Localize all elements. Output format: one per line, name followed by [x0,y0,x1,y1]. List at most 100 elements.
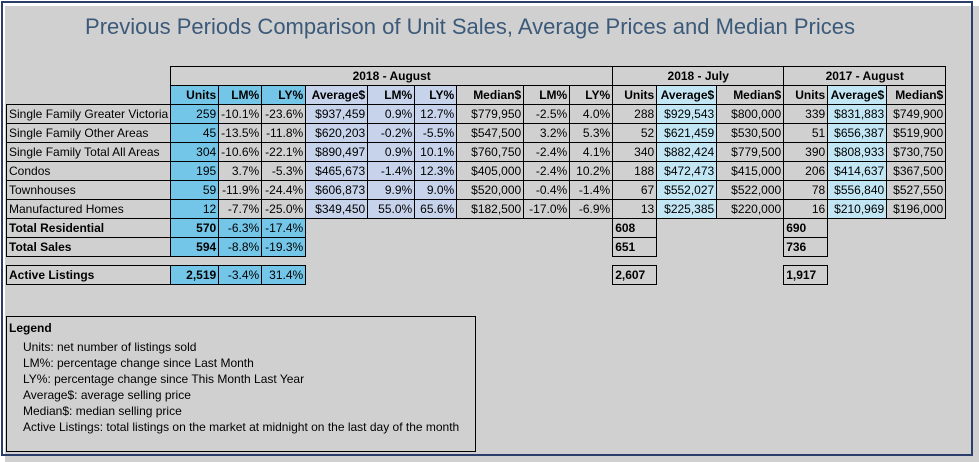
data-cell: -5.3% [261,161,307,181]
column-header: LM% [523,85,571,105]
data-cell: $367,500 [886,161,947,181]
data-cell: -10.6% [218,142,263,162]
data-cell: $225,385 [656,199,718,219]
blank-cell [524,257,570,266]
data-cell: $210,969 [827,199,888,219]
blank-cell [415,219,457,238]
data-cell: 12 [170,199,220,219]
data-cell: $606,873 [305,180,369,200]
data-cell: -19.3% [261,237,307,257]
blank-cell [368,257,415,266]
data-cell: 16 [783,199,829,219]
legend-title: Legend [9,321,52,335]
blank-cell [262,257,306,266]
data-cell: 10.2% [569,161,614,181]
column-header: LY% [261,85,307,105]
blank-cell [306,266,368,285]
data-cell: $800,000 [716,104,785,124]
data-cell: $656,387 [827,123,888,143]
data-cell: 206 [783,161,829,181]
data-cell: 340 [612,142,658,162]
page-title: Previous Periods Comparison of Unit Sale… [85,14,855,39]
data-cell: $414,637 [827,161,888,181]
data-cell: $465,673 [305,161,369,181]
data-cell: 608 [612,218,658,238]
data-cell: 570 [170,218,220,238]
row-category: Total Residential [5,218,172,238]
blank-cell [7,257,171,266]
data-cell: -0.2% [367,123,416,143]
data-cell: 390 [783,142,829,162]
data-cell: $196,000 [886,199,947,219]
data-cell: 339 [783,104,829,124]
data-cell: $415,000 [716,161,785,181]
data-cell: $808,933 [827,142,888,162]
blank-cell [828,238,887,257]
column-header: Units [170,85,220,105]
data-cell: 3.2% [523,123,571,143]
blank-cell [887,219,946,238]
data-cell: -11.9% [218,180,263,200]
data-cell: 2,607 [612,265,658,285]
data-cell: 9.0% [414,180,458,200]
data-cell: 10.1% [414,142,458,162]
blank-cell [828,266,887,285]
legend-item: LY%: percentage change since This Month … [23,372,305,386]
data-cell: 5.3% [569,123,614,143]
data-cell: 9.9% [367,180,416,200]
data-cell: $831,883 [827,104,888,124]
row-category: Single Family Total All Areas [5,142,172,162]
data-cell: -5.5% [414,123,458,143]
data-cell: -2.4% [523,161,571,181]
data-cell: 304 [170,142,220,162]
blank-cell [524,266,570,285]
period-header-current: 2018 - August [170,66,614,86]
data-cell: $349,450 [305,199,369,219]
data-cell: -17.4% [261,218,307,238]
data-cell: -2.4% [523,142,571,162]
blank-cell [828,219,887,238]
data-cell: -8.8% [218,237,263,257]
totals-row: Total Residential 570 -6.3% -17.4% 608 690 [5,218,946,238]
data-cell: -24.4% [261,180,307,200]
data-cell: $890,497 [305,142,369,162]
column-header: Median$ [716,85,785,105]
data-cell: 31.4% [261,265,307,285]
data-cell: $556,840 [827,180,888,200]
data-cell: 12.3% [414,161,458,181]
data-cell: -7.7% [218,199,263,219]
data-cell: 2,519 [170,265,220,285]
data-cell: 3.7% [218,161,263,181]
data-cell: -23.6% [261,104,307,124]
data-cell: 594 [170,237,220,257]
data-cell: $749,900 [886,104,947,124]
data-cell: $527,550 [886,180,947,200]
data-cell: -11.8% [261,123,307,143]
data-cell: $730,750 [886,142,947,162]
column-header: Median$ [456,85,525,105]
period-header-row: 2018 - August 2018 - July 2017 - August [7,66,947,86]
data-cell: 13 [612,199,658,219]
blank-cell [570,219,613,238]
column-header: Average$ [305,85,369,105]
legend-list: Units: net number of listings sold LM%: … [23,339,459,435]
column-header: LM% [367,85,416,105]
table-row: Manufactured Homes 12 -7.7% -25.0% $349,450 5… [5,199,947,219]
blank-cell [717,257,784,266]
data-cell: 67 [612,180,658,200]
blank-cell [457,219,524,238]
data-cell: -22.1% [261,142,307,162]
data-cell: $929,543 [656,104,718,124]
blank-cell [828,257,887,266]
data-cell: -1.4% [569,180,614,200]
row-category: Townhouses [5,180,172,200]
table-row: Single Family Other Areas 45 -13.5% -11.8% $… [5,123,947,143]
column-header: LY% [569,85,614,105]
data-cell: -3.4% [218,265,263,285]
legend-item: Median$: median selling price [23,404,182,418]
blank-cell [457,266,524,285]
period-header-last-month: 2018 - July [612,66,785,86]
blank-cell [306,257,368,266]
blank-cell [306,219,368,238]
column-header: LY% [414,85,458,105]
